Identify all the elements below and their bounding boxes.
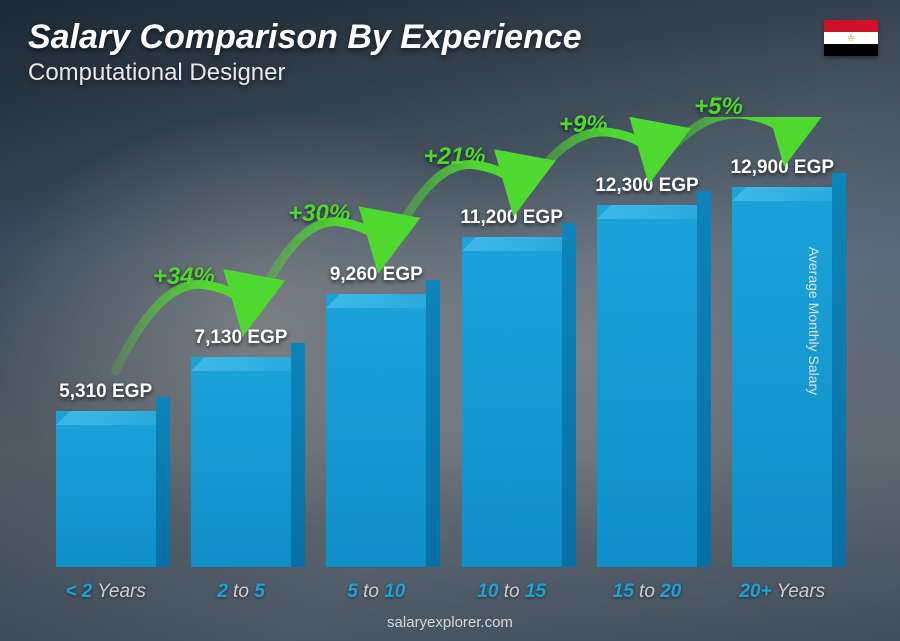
bar-side-face [697, 191, 711, 567]
flag-stripe-white: ♔ [824, 32, 878, 44]
bar-3d [326, 294, 426, 567]
bar-value-label: 12,900 EGP [731, 157, 835, 179]
bar-group: 12,900 EGP [722, 157, 842, 567]
bar-group: 11,200 EGP [452, 207, 572, 567]
x-axis-label: 5 to 10 [316, 581, 436, 603]
chart-title: Salary Comparison By Experience [28, 18, 582, 57]
bar-front [462, 237, 562, 567]
bar-group: 5,310 EGP [46, 381, 166, 567]
bar-top-face [56, 411, 170, 425]
bar-side-face [291, 343, 305, 567]
y-axis-label: Average Monthly Salary [806, 246, 822, 394]
bar-front [326, 294, 426, 567]
x-axis-label: 15 to 20 [587, 581, 707, 603]
bar-3d [597, 205, 697, 567]
bar-top-face [191, 357, 305, 371]
bar-group: 7,130 EGP [181, 327, 301, 567]
bar-group: 9,260 EGP [316, 264, 436, 567]
increase-percent-label: +34% [153, 263, 215, 291]
bar-3d [56, 411, 156, 567]
increase-percent-label: +21% [423, 143, 485, 171]
chart-area: 5,310 EGP 7,130 EGP 9,260 EGP 11,200 EGP 12,… [38, 117, 850, 567]
flag-emblem-icon: ♔ [847, 34, 854, 43]
bar-3d [462, 237, 562, 567]
bar-top-face [326, 294, 440, 308]
increase-percent-label: +5% [694, 93, 743, 121]
bar-front [56, 411, 156, 567]
bar-side-face [832, 173, 846, 567]
flag-stripe-red [824, 20, 878, 32]
bar-3d [191, 357, 291, 567]
bar-group: 12,300 EGP [587, 175, 707, 567]
egypt-flag-icon: ♔ [824, 20, 878, 56]
bar-value-label: 9,260 EGP [330, 264, 423, 286]
bar-value-label: 11,200 EGP [460, 207, 562, 229]
increase-percent-label: +9% [559, 111, 608, 139]
bar-top-face [462, 237, 576, 251]
x-axis-label: < 2 Years [46, 581, 166, 603]
chart-subtitle: Computational Designer [28, 59, 582, 87]
bar-top-face [732, 187, 846, 201]
footer-attribution: salaryexplorer.com [0, 614, 900, 631]
x-axis-label: 20+ Years [722, 581, 842, 603]
bar-side-face [426, 280, 440, 567]
x-axis-label: 10 to 15 [452, 581, 572, 603]
bar-value-label: 7,130 EGP [195, 327, 288, 349]
flag-stripe-black [824, 44, 878, 56]
bar-front [191, 357, 291, 567]
increase-percent-label: +30% [288, 200, 350, 228]
x-axis-label: 2 to 5 [181, 581, 301, 603]
bar-front [597, 205, 697, 567]
bar-side-face [156, 397, 170, 567]
x-axis-labels: < 2 Years 2 to 5 5 to 10 10 to 15 15 to 20 20… [38, 581, 850, 603]
header: Salary Comparison By Experience Computat… [28, 18, 582, 87]
bar-value-label: 12,300 EGP [595, 175, 699, 197]
bar-value-label: 5,310 EGP [59, 381, 152, 403]
bars-container: 5,310 EGP 7,130 EGP 9,260 EGP 11,200 EGP 12,… [38, 117, 850, 567]
bar-top-face [597, 205, 711, 219]
bar-side-face [562, 223, 576, 567]
